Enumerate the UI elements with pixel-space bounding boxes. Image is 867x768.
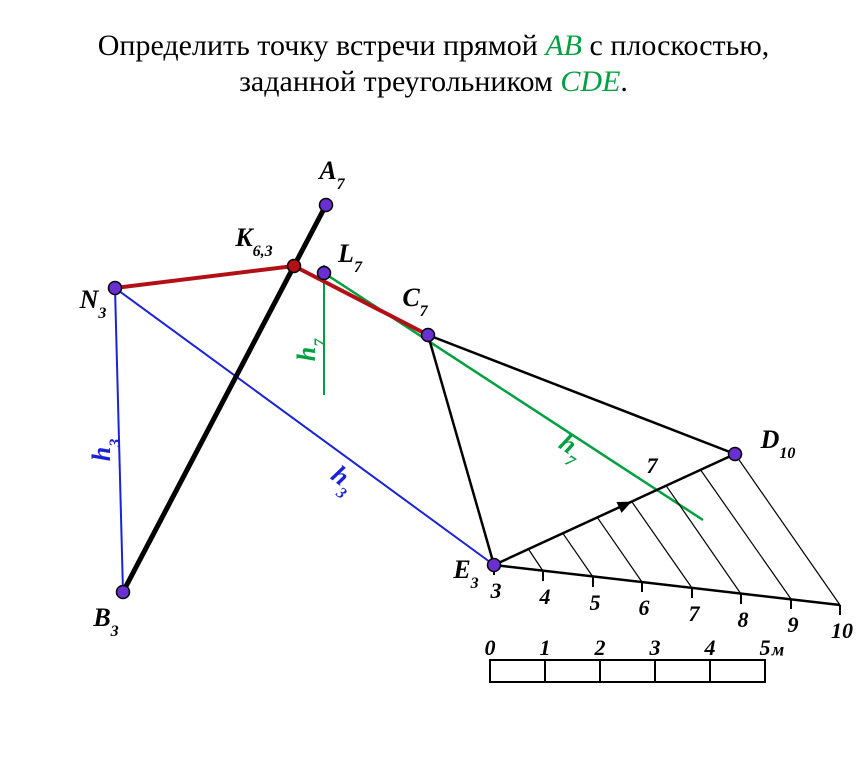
diagram-canvas: Определить точку встречи прямой AB с пло…	[0, 0, 867, 768]
label-L: L7	[338, 239, 362, 273]
incline-upper-7: 7	[647, 453, 658, 479]
incline-num-5: 5	[590, 590, 601, 616]
incline-num-8: 8	[738, 607, 749, 633]
label-A: A7	[319, 156, 344, 190]
scale-num-3: 3	[650, 635, 661, 661]
incline-num-6: 6	[639, 595, 650, 621]
incline-num-4: 4	[540, 584, 551, 610]
label-D: D10	[761, 425, 796, 459]
label-K: K6,3	[235, 223, 272, 257]
scale-unit: м	[772, 640, 784, 661]
scale-num-2: 2	[595, 635, 606, 661]
scale-num-1: 1	[540, 635, 551, 661]
incline-num-7: 7	[689, 601, 700, 627]
diagram-svg	[0, 0, 867, 768]
label-N: N3	[80, 285, 107, 319]
label-C: C7	[402, 283, 427, 317]
label-B: B3	[93, 603, 118, 637]
incline-num-10: 10	[831, 618, 853, 644]
scale-num-0: 0	[485, 635, 496, 661]
scale-num-5: 5	[760, 635, 771, 661]
incline-num-3: 3	[491, 578, 502, 604]
incline-num-9: 9	[788, 612, 799, 638]
edge-label-0: h3	[87, 439, 121, 461]
scale-num-4: 4	[705, 635, 716, 661]
edge-label-2: h7	[292, 339, 326, 361]
label-E: E3	[453, 555, 478, 589]
